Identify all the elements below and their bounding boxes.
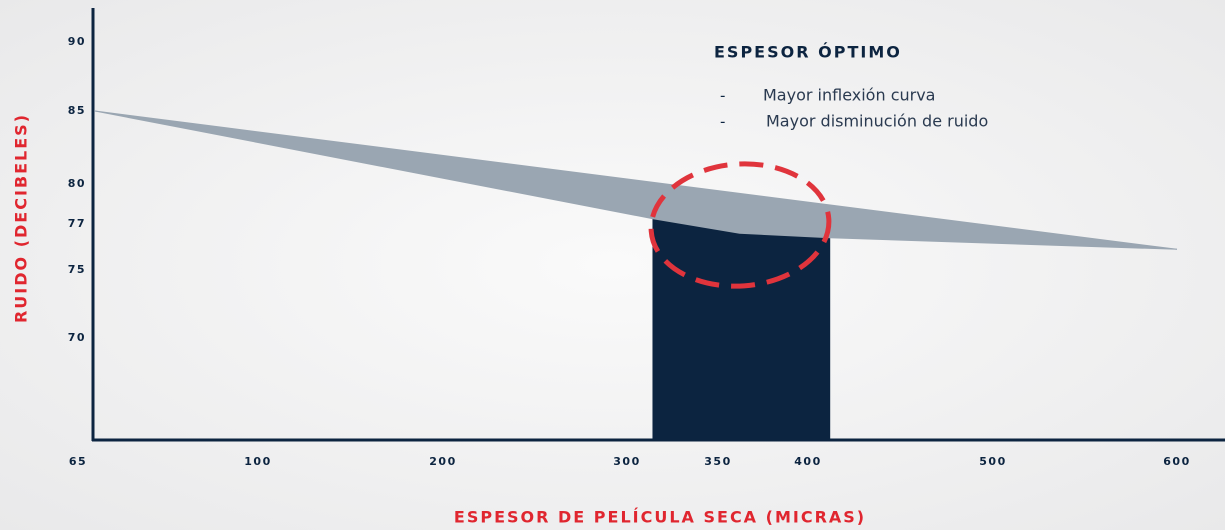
x-tick-label: 400 [794, 455, 821, 468]
series-line [94, 110, 1178, 250]
annotation-title: ESPESOR ÓPTIMO [714, 43, 902, 62]
annotation-item: Mayor disminución de ruido [766, 112, 988, 131]
y-axis-title: RUIDO (DECIBELES) [12, 113, 31, 323]
x-tick-label: 100 [244, 455, 271, 468]
y-tick-label: 80 [68, 177, 86, 190]
y-tick-label: 70 [68, 331, 86, 344]
x-tick-label: 300 [613, 455, 640, 468]
x-tick-label: 500 [979, 455, 1006, 468]
x-axis-title: ESPESOR DE PELÍCULA SECA (MICRAS) [454, 508, 866, 527]
x-tick-label: 65 [69, 455, 87, 468]
y-tick-label: 77 [68, 217, 86, 230]
x-tick-label: 350 [704, 455, 731, 468]
bullet-dash: - [720, 87, 725, 105]
y-tick-label: 90 [68, 35, 86, 48]
y-tick-label: 85 [68, 104, 86, 117]
annotation-item: Mayor inflexión curva [763, 86, 935, 105]
x-tick-label: 600 [1163, 455, 1190, 468]
highlight-region [652, 218, 831, 439]
highlight-ellipse [648, 161, 832, 289]
series-line [94, 110, 1178, 250]
bullet-dash: - [720, 113, 725, 131]
x-tick-label: 200 [429, 455, 456, 468]
y-tick-label: 75 [68, 263, 86, 276]
